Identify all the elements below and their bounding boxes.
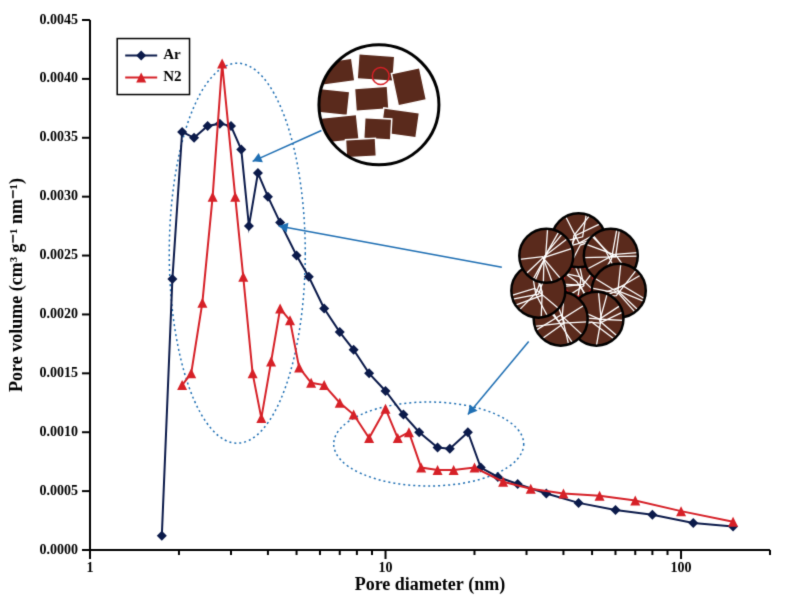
pore-size-distribution-chart [0,0,811,599]
